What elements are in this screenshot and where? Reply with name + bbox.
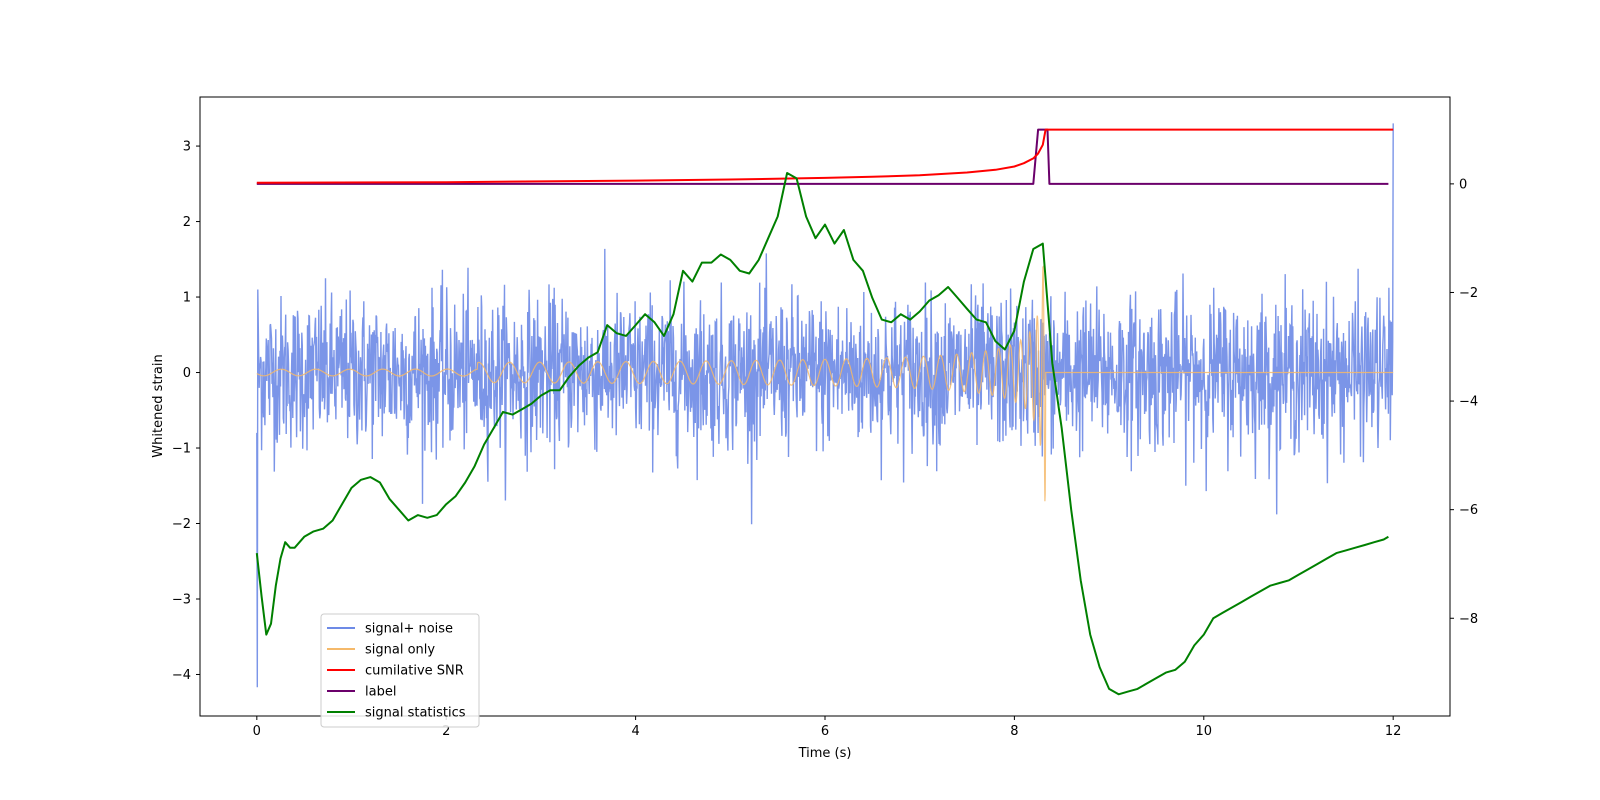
- legend-box: [320, 613, 480, 728]
- series-cumulative-snr: [256, 128, 1394, 184]
- y-tick-label: 0: [183, 366, 191, 381]
- y-axis-left: −4 −3 −2 −1 0 1 2 3: [172, 140, 200, 683]
- legend-label: cumilative SNR: [365, 664, 464, 679]
- y-tick-label: 1: [183, 291, 191, 306]
- y2-tick-label: −4: [1459, 395, 1478, 410]
- legend-label: signal only: [365, 643, 435, 658]
- y2-tick-label: −6: [1459, 503, 1478, 518]
- x-tick-label: 10: [1196, 724, 1213, 739]
- x-tick-label: 2: [442, 724, 450, 739]
- y-tick-label: −2: [172, 517, 191, 532]
- x-tick-label: 12: [1385, 724, 1402, 739]
- legend-label: signal statistics: [365, 706, 466, 721]
- x-tick-label: 0: [253, 724, 261, 739]
- legend-label: label: [365, 685, 396, 700]
- y2-tick-label: −8: [1459, 612, 1478, 627]
- series-signal-noise: [256, 123, 1394, 688]
- series-label: [256, 128, 1389, 185]
- y-tick-label: −3: [172, 592, 191, 607]
- series-signal-statistics: [255, 172, 1389, 696]
- y2-tick-label: 0: [1459, 177, 1467, 192]
- legend-label: signal+ noise: [365, 622, 453, 637]
- x-tick-label: 6: [821, 724, 829, 739]
- series-signal-only: [256, 264, 1394, 502]
- y-tick-label: −1: [172, 442, 191, 457]
- y-tick-label: 3: [183, 140, 191, 155]
- legend: signal+ noise signal only cumilative SNR la…: [320, 613, 480, 728]
- y-tick-label: −4: [172, 668, 191, 683]
- x-tick-label: 4: [631, 724, 639, 739]
- x-tick-label: 8: [1010, 724, 1018, 739]
- y2-tick-label: −2: [1459, 286, 1478, 301]
- x-axis-label: Time (s): [798, 746, 852, 761]
- y-tick-label: 2: [183, 215, 191, 230]
- y-axis-label: Whitened strain: [151, 354, 166, 457]
- y-axis-right: −8 −6 −4 −2 0: [1450, 177, 1478, 627]
- series-layer: [255, 123, 1394, 696]
